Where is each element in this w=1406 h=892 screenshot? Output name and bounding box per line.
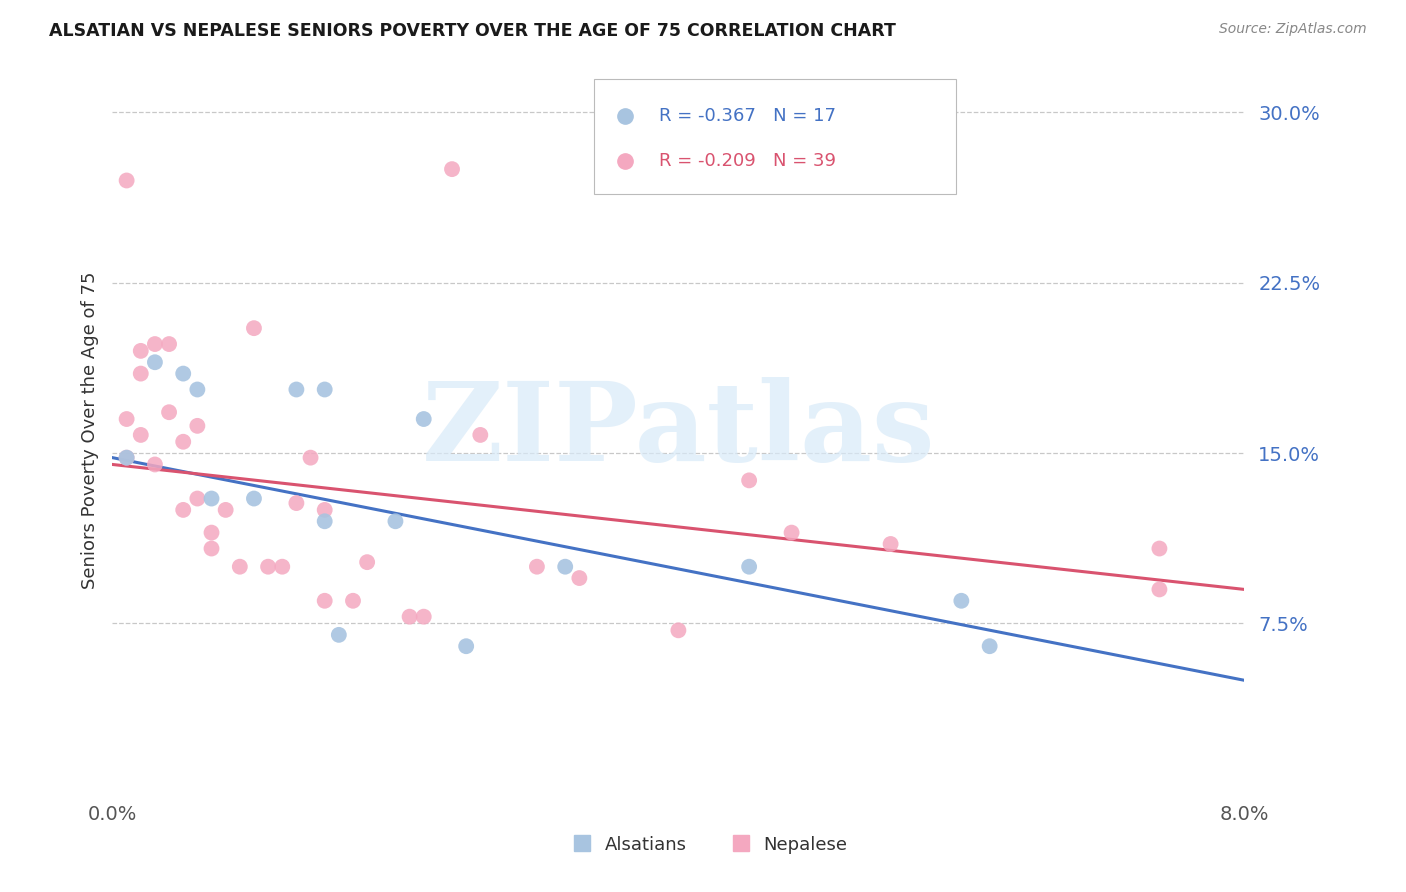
- Point: [186, 383, 208, 397]
- Point: [271, 559, 294, 574]
- Point: [200, 491, 222, 506]
- Text: Alsatians: Alsatians: [605, 836, 686, 854]
- Point: [526, 559, 548, 574]
- Point: [356, 555, 378, 569]
- Point: [441, 162, 464, 177]
- Point: [129, 367, 152, 381]
- Point: [1149, 582, 1171, 597]
- Point: [285, 383, 308, 397]
- Point: [1149, 541, 1171, 556]
- Point: [568, 571, 591, 585]
- Point: [200, 525, 222, 540]
- Point: [314, 594, 336, 608]
- Point: [738, 559, 761, 574]
- Point: [384, 514, 406, 528]
- Point: [299, 450, 322, 465]
- Point: [950, 594, 973, 608]
- Point: [456, 639, 478, 653]
- Point: [554, 559, 576, 574]
- Point: [172, 434, 194, 449]
- Point: [115, 412, 138, 426]
- Point: [143, 337, 166, 351]
- Point: [143, 355, 166, 369]
- Point: [470, 428, 492, 442]
- Text: ZIPatlas: ZIPatlas: [422, 377, 935, 483]
- Point: [129, 343, 152, 358]
- Point: [115, 450, 138, 465]
- Point: [157, 405, 180, 419]
- Point: [129, 428, 152, 442]
- Point: [214, 503, 236, 517]
- Point: [172, 503, 194, 517]
- Point: [342, 594, 364, 608]
- Y-axis label: Seniors Poverty Over the Age of 75: Seniors Poverty Over the Age of 75: [80, 272, 98, 589]
- Point: [186, 491, 208, 506]
- Point: [314, 383, 336, 397]
- Point: [172, 367, 194, 381]
- Text: R = -0.367   N = 17: R = -0.367 N = 17: [659, 107, 837, 125]
- Point: [780, 525, 803, 540]
- Point: [257, 559, 280, 574]
- Point: [412, 609, 434, 624]
- Point: [314, 514, 336, 528]
- Point: [143, 458, 166, 472]
- Point: [243, 491, 266, 506]
- Point: [115, 173, 138, 187]
- Point: [398, 609, 420, 624]
- Point: [412, 412, 434, 426]
- Point: [285, 496, 308, 510]
- Point: [314, 503, 336, 517]
- Point: [979, 639, 1001, 653]
- FancyBboxPatch shape: [593, 79, 956, 194]
- Text: R = -0.209   N = 39: R = -0.209 N = 39: [659, 152, 837, 169]
- Point: [738, 474, 761, 488]
- Point: [157, 337, 180, 351]
- Text: ALSATIAN VS NEPALESE SENIORS POVERTY OVER THE AGE OF 75 CORRELATION CHART: ALSATIAN VS NEPALESE SENIORS POVERTY OVE…: [49, 22, 896, 40]
- Point: [115, 450, 138, 465]
- Point: [200, 541, 222, 556]
- Point: [666, 624, 689, 638]
- Text: Nepalese: Nepalese: [763, 836, 848, 854]
- Point: [243, 321, 266, 335]
- Point: [879, 537, 901, 551]
- Text: Source: ZipAtlas.com: Source: ZipAtlas.com: [1219, 22, 1367, 37]
- Point: [186, 418, 208, 433]
- Point: [328, 628, 350, 642]
- Point: [229, 559, 252, 574]
